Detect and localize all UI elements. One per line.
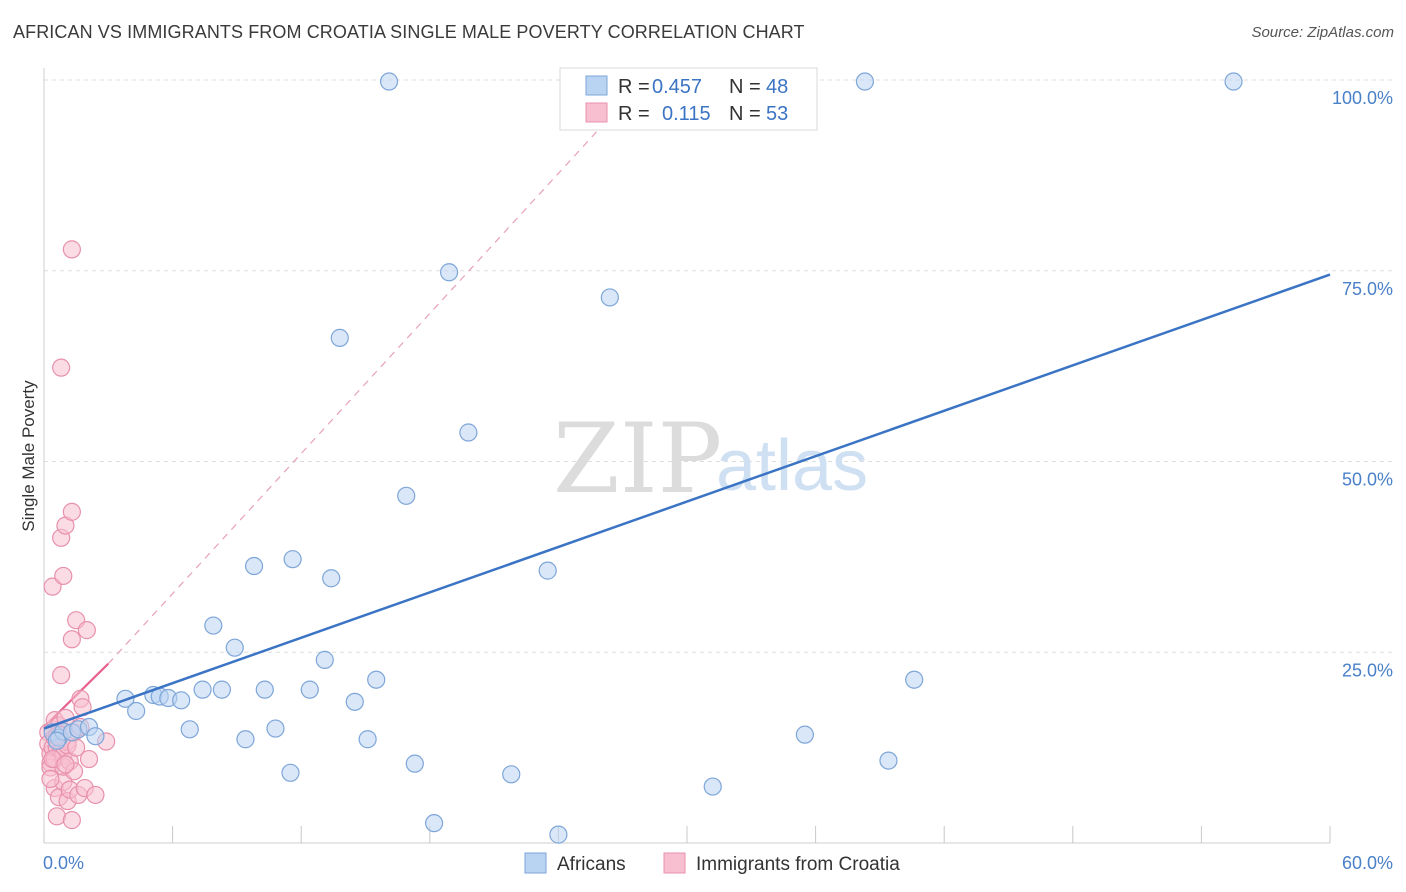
africans-point-20: [255, 680, 274, 699]
bottom-legend-swatch-croatia: [663, 852, 686, 874]
bottom-legend-africans: Africans: [557, 854, 626, 875]
africans-point-23: [283, 550, 302, 569]
x-tick-min: 0.0%: [43, 853, 84, 873]
stats-legend: R = 0.457 N = 48 R = 0.115 N = 53: [559, 67, 818, 131]
legend-r-value-1: 0.457: [652, 76, 702, 98]
africans-point-8: [127, 701, 146, 721]
africans-point-21: [266, 719, 285, 738]
africans-point-24: [300, 680, 319, 699]
legend-swatch-croatia: [585, 102, 608, 123]
series-legend: Africans Immigrants from Croatia: [524, 852, 900, 875]
croatia-point-52: [56, 755, 75, 774]
africans-point-39: [549, 825, 568, 844]
y-tick-label-75: 75.0%: [1342, 279, 1393, 299]
africans-point-43: [855, 72, 874, 91]
croatia-point-32: [62, 240, 81, 259]
africans-point-40: [600, 288, 619, 307]
africans-point-38: [538, 561, 557, 580]
croatia-point-21: [54, 566, 73, 586]
legend-n-value-2: 53: [766, 103, 788, 125]
bottom-legend-croatia: Immigrants from Croatia: [696, 854, 900, 875]
trendline-croatia-extension: [107, 79, 645, 665]
africans-point-15: [204, 616, 223, 635]
croatia-point-34: [62, 630, 81, 649]
watermark: ZIP atlas: [553, 403, 868, 515]
africans-point-41: [703, 777, 722, 796]
legend-swatch-africans: [585, 75, 608, 96]
africans-point-16: [212, 680, 231, 699]
africans-point-37: [502, 765, 521, 784]
legend-n-label-2: N =: [729, 103, 761, 125]
croatia-point-51: [41, 769, 60, 789]
africans-point-35: [439, 263, 459, 282]
africans-point-22: [281, 763, 300, 782]
croatia-point-45: [77, 621, 96, 640]
africans-point-18: [236, 730, 255, 749]
croatia-point-46: [79, 749, 99, 769]
source-label: Source: ZipAtlas.com: [1251, 24, 1394, 41]
y-tick-label-25: 25.0%: [1342, 660, 1393, 680]
africans-point-33: [405, 754, 424, 773]
trendline-africans: [43, 273, 1331, 730]
croatia-point-35: [62, 811, 81, 830]
africans-point-30: [367, 670, 386, 689]
africans-point-29: [358, 730, 377, 749]
legend-n-value-1: 48: [766, 76, 788, 98]
croatia-point-33: [62, 502, 81, 521]
africans-point-31: [379, 72, 399, 91]
africans-point-27: [330, 328, 349, 347]
croatia-point-12: [47, 807, 66, 826]
africans-point-44: [879, 751, 898, 770]
africans-point-47: [47, 731, 66, 750]
y-tick-label-50: 50.0%: [1342, 470, 1393, 490]
africans-point-13: [180, 720, 199, 739]
africans-point-6: [86, 727, 105, 746]
bottom-legend-swatch-africans: [524, 852, 547, 874]
africans-point-32: [397, 486, 416, 505]
legend-r-label-2: R =: [618, 103, 650, 125]
africans-point-17: [225, 638, 244, 657]
y-axis-label: Single Male Poverty: [19, 380, 38, 532]
africans-point-12: [172, 691, 191, 710]
legend-r-label-1: R =: [618, 76, 650, 98]
watermark-zip: ZIP: [553, 403, 722, 515]
x-tick-max: 60.0%: [1342, 853, 1393, 873]
legend-r-value-2: 0.115: [662, 103, 711, 125]
africans-point-25: [315, 650, 334, 669]
croatia-point-18: [52, 666, 71, 685]
trendline-africans-line: [43, 273, 1331, 730]
africans-point-45: [905, 670, 924, 689]
croatia-point-47: [86, 785, 105, 805]
africans-point-42: [795, 725, 814, 744]
croatia-point-19: [52, 358, 71, 377]
africans-point-34: [424, 814, 444, 833]
series-africans-points: [43, 72, 1243, 844]
legend-n-label-1: N =: [729, 76, 761, 98]
chart-title: AFRICAN VS IMMIGRANTS FROM CROATIA SINGL…: [13, 22, 805, 42]
croatia-point-7: [43, 577, 62, 596]
y-tick-label-100: 100.0%: [1332, 88, 1393, 108]
y-tick-labels: 25.0% 50.0% 75.0% 100.0%: [1332, 88, 1393, 680]
axes: [43, 68, 1331, 844]
africans-point-28: [345, 692, 364, 711]
africans-point-46: [1224, 72, 1243, 91]
africans-point-26: [322, 569, 341, 588]
africans-point-19: [244, 556, 264, 576]
africans-point-36: [459, 423, 478, 442]
watermark-atlas: atlas: [716, 426, 868, 506]
africans-point-14: [193, 680, 212, 699]
